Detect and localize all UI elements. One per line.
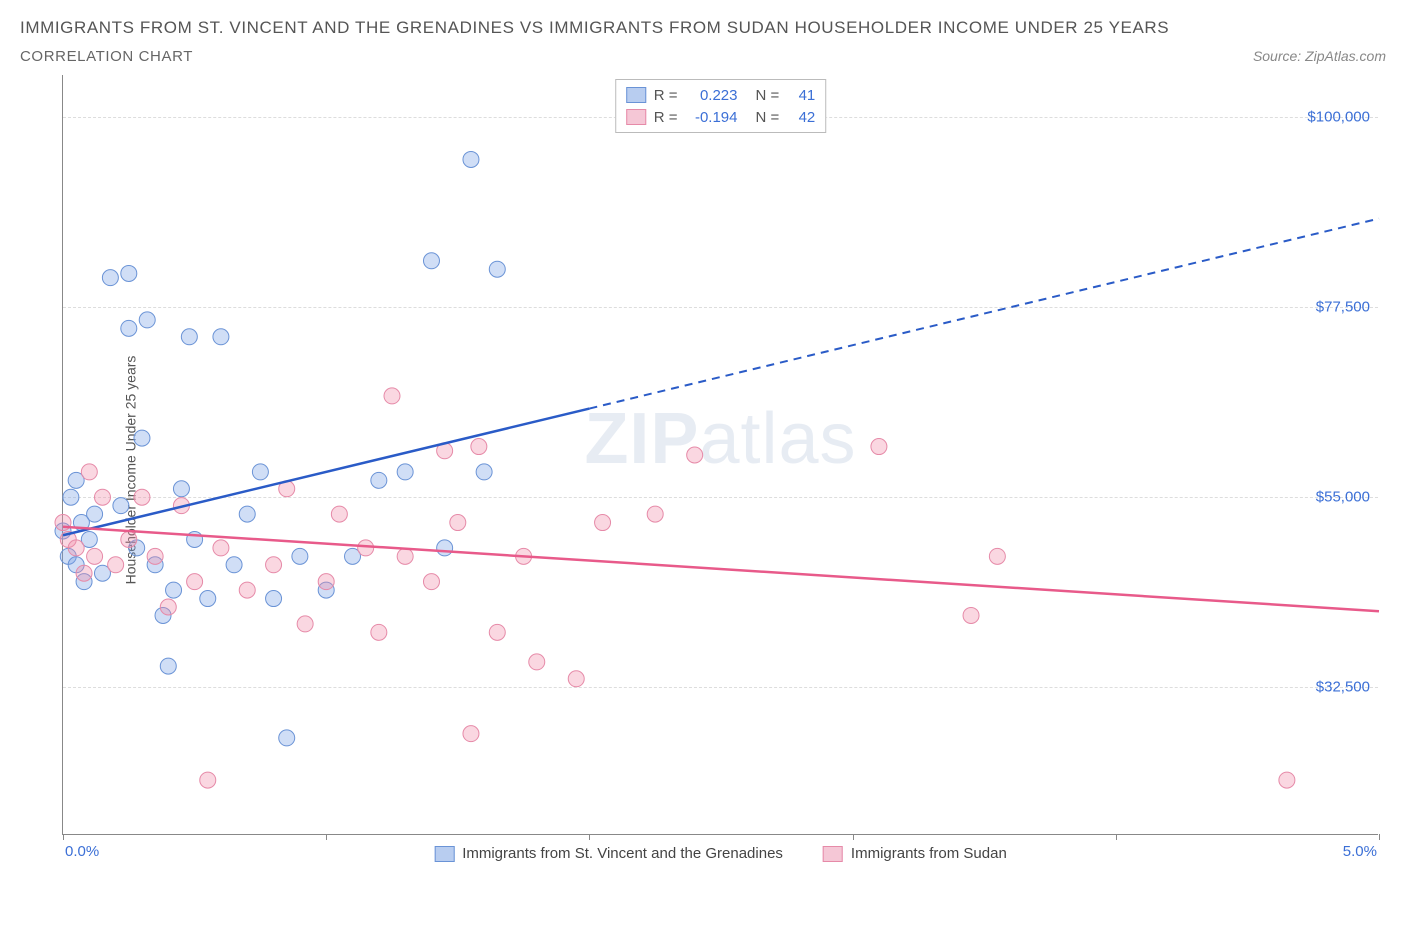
source-label: Source: ZipAtlas.com [1253,48,1386,64]
legend-r-value: -0.194 [686,109,738,126]
scatter-point [160,599,176,615]
trend-line-dashed [589,219,1379,409]
scatter-point [989,548,1005,564]
legend-n-value: 41 [787,87,815,104]
correlation-legend: R = 0.223 N = 41 R = -0.194 N = 42 [615,79,827,133]
scatter-point [113,498,129,514]
scatter-point [437,540,453,556]
scatter-point [121,320,137,336]
legend-swatch [626,109,646,125]
plot-region: ZIPatlas $32,500$55,000$77,500$100,0000.… [62,75,1378,835]
scatter-point [489,624,505,640]
scatter-point [292,548,308,564]
scatter-point [226,557,242,573]
scatter-point [568,671,584,687]
chart-subtitle: CORRELATION CHART [20,48,193,65]
scatter-point [297,616,313,632]
scatter-point [187,574,203,590]
scatter-point [94,489,110,505]
scatter-point [166,582,182,598]
scatter-point [147,548,163,564]
series-legend-item: Immigrants from Sudan [823,845,1007,862]
series-legend: Immigrants from St. Vincent and the Gren… [434,845,1007,862]
chart-container: IMMIGRANTS FROM ST. VINCENT AND THE GREN… [0,0,1406,930]
legend-r-label: R = [654,109,678,126]
scatter-point [871,439,887,455]
scatter-point [687,447,703,463]
scatter-point [423,574,439,590]
scatter-point [529,654,545,670]
scatter-point [384,388,400,404]
scatter-point [471,439,487,455]
scatter-point [63,489,79,505]
legend-swatch [823,846,843,862]
scatter-point [76,565,92,581]
scatter-point [213,540,229,556]
legend-n-label: N = [756,87,780,104]
scatter-point [489,261,505,277]
scatter-svg [63,75,1379,835]
scatter-point [81,464,97,480]
series-legend-item: Immigrants from St. Vincent and the Gren… [434,845,783,862]
legend-swatch [434,846,454,862]
trend-line [63,527,1379,611]
scatter-point [239,582,255,598]
scatter-point [318,574,334,590]
scatter-point [397,464,413,480]
scatter-point [397,548,413,564]
scatter-point [279,730,295,746]
scatter-point [200,772,216,788]
scatter-point [963,607,979,623]
scatter-point [647,506,663,522]
legend-r-label: R = [654,87,678,104]
legend-row: R = -0.194 N = 42 [626,106,816,128]
chart-title: IMMIGRANTS FROM ST. VINCENT AND THE GREN… [20,18,1386,38]
scatter-point [423,253,439,269]
scatter-point [358,540,374,556]
scatter-point [595,515,611,531]
scatter-point [463,151,479,167]
chart-area: Householder Income Under 25 years ZIPatl… [20,75,1386,865]
scatter-point [266,557,282,573]
legend-n-label: N = [756,109,780,126]
scatter-point [173,481,189,497]
scatter-point [1279,772,1295,788]
scatter-point [450,515,466,531]
x-tick-label: 5.0% [1343,843,1377,860]
scatter-point [200,591,216,607]
subtitle-row: CORRELATION CHART Source: ZipAtlas.com [20,48,1386,65]
scatter-point [266,591,282,607]
scatter-point [160,658,176,674]
scatter-point [139,312,155,328]
legend-r-value: 0.223 [686,87,738,104]
scatter-point [121,265,137,281]
series-legend-label: Immigrants from Sudan [851,845,1007,862]
scatter-point [239,506,255,522]
scatter-point [87,548,103,564]
x-tick [1379,834,1380,840]
scatter-point [213,329,229,345]
legend-swatch [626,87,646,103]
scatter-point [68,540,84,556]
scatter-point [252,464,268,480]
scatter-point [476,464,492,480]
x-tick-label: 0.0% [65,843,99,860]
scatter-point [181,329,197,345]
scatter-point [134,489,150,505]
scatter-point [463,726,479,742]
scatter-point [331,506,347,522]
scatter-point [108,557,124,573]
trend-line-solid [63,409,589,536]
legend-n-value: 42 [787,109,815,126]
scatter-point [102,270,118,286]
legend-row: R = 0.223 N = 41 [626,84,816,106]
scatter-point [121,531,137,547]
scatter-point [371,472,387,488]
scatter-point [87,506,103,522]
scatter-point [371,624,387,640]
series-legend-label: Immigrants from St. Vincent and the Gren… [462,845,783,862]
scatter-point [134,430,150,446]
